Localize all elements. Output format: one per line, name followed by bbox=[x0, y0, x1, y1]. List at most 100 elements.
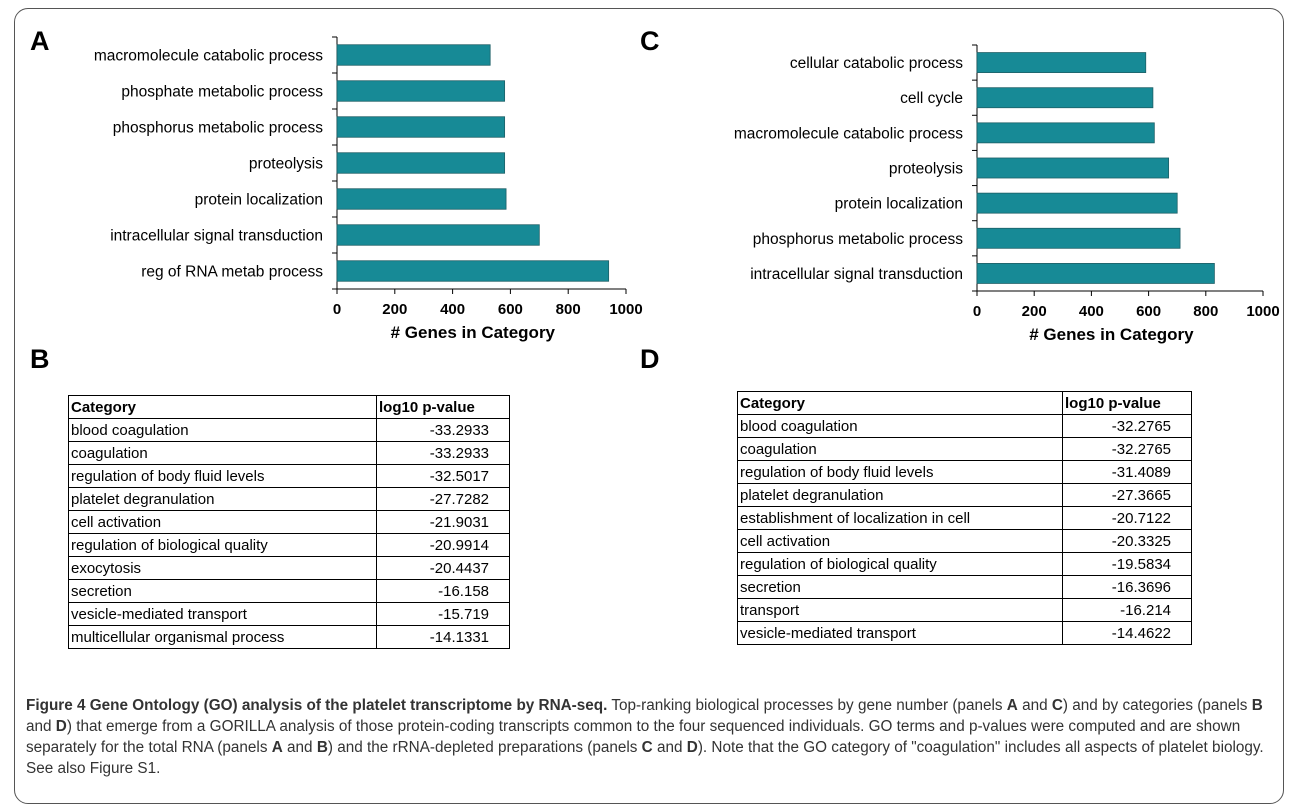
bar bbox=[976, 227, 1181, 249]
y-tick-label: proteolysis bbox=[249, 156, 323, 173]
bar bbox=[976, 122, 1155, 144]
caption-text: and bbox=[652, 739, 687, 756]
caption-text: ) that emerge from a GORILLA analysis of… bbox=[26, 718, 1241, 756]
x-tick-label: 600 bbox=[1136, 303, 1161, 320]
table-row: establishment of localization in cell -20… bbox=[737, 506, 1192, 530]
caption-text: and bbox=[282, 739, 317, 756]
caption-panel-ref: C bbox=[641, 739, 653, 756]
table-cell-category: regulation of body fluid levels bbox=[68, 464, 377, 488]
bar bbox=[336, 188, 507, 210]
y-tick-label: macromolecule catabolic process bbox=[94, 48, 323, 65]
bar bbox=[336, 260, 610, 282]
panel-label-b: B bbox=[30, 344, 50, 374]
table-cell-pvalue: -16.214 bbox=[1062, 598, 1192, 622]
y-tick-label: phosphorus metabolic process bbox=[113, 120, 323, 137]
x-tick-label: 1000 bbox=[609, 301, 642, 318]
table-row: coagulation -33.2933 bbox=[68, 441, 510, 465]
x-tick-label: 800 bbox=[1193, 303, 1218, 320]
table-cell-pvalue: -20.9914 bbox=[376, 533, 510, 557]
caption-title: Figure 4 Gene Ontology (GO) analysis of … bbox=[26, 697, 608, 714]
table-header-pvalue: log10 p-value bbox=[1062, 391, 1192, 415]
table-cell-pvalue: -27.7282 bbox=[376, 487, 510, 511]
table-cell-pvalue: -16.3696 bbox=[1062, 575, 1192, 599]
y-tick-label: protein localization bbox=[835, 196, 963, 213]
caption-text: and bbox=[26, 718, 56, 735]
table-cell-pvalue: -16.158 bbox=[376, 579, 510, 603]
table-row: blood coagulation -33.2933 bbox=[68, 418, 510, 442]
caption-text: ) and by categories (panels bbox=[1062, 697, 1252, 714]
table-cell-pvalue: -20.7122 bbox=[1062, 506, 1192, 530]
y-tick-label: macromolecule catabolic process bbox=[734, 125, 963, 142]
bar bbox=[976, 52, 1147, 73]
table-row: transport -16.214 bbox=[737, 598, 1192, 622]
x-tick-label: 0 bbox=[333, 301, 341, 318]
x-tick-label: 200 bbox=[1022, 303, 1047, 320]
panel-label-d: D bbox=[640, 344, 660, 374]
table-cell-pvalue: -32.2765 bbox=[1062, 414, 1192, 438]
table-cell-pvalue: -14.1331 bbox=[376, 625, 510, 649]
table-cell-pvalue: -27.3665 bbox=[1062, 483, 1192, 507]
table-cell-pvalue: -33.2933 bbox=[376, 441, 510, 465]
table-cell-pvalue: -15.719 bbox=[376, 602, 510, 626]
panel-label-c: C bbox=[640, 26, 660, 56]
table-header-row: Category log10 p-value bbox=[737, 391, 1192, 415]
table-cell-pvalue: -32.5017 bbox=[376, 464, 510, 488]
go-table-b: Category log10 p-value blood coagulation… bbox=[68, 395, 510, 649]
y-tick-label: protein localization bbox=[195, 192, 323, 209]
y-tick-label: proteolysis bbox=[889, 161, 963, 178]
table-cell-category: regulation of biological quality bbox=[737, 552, 1063, 576]
table-cell-category: secretion bbox=[737, 575, 1063, 599]
bar bbox=[336, 152, 506, 174]
bar bbox=[976, 192, 1178, 214]
table-cell-pvalue: -32.2765 bbox=[1062, 437, 1192, 461]
x-tick-label: 1000 bbox=[1246, 303, 1279, 320]
table-cell-category: establishment of localization in cell bbox=[737, 506, 1063, 530]
x-tick-label: 400 bbox=[1079, 303, 1104, 320]
bar bbox=[336, 224, 540, 246]
table-cell-category: multicellular organismal process bbox=[68, 625, 377, 649]
y-tick-label: cell cycle bbox=[900, 90, 963, 107]
table-row: secretion -16.3696 bbox=[737, 575, 1192, 599]
table-cell-category: regulation of body fluid levels bbox=[737, 460, 1063, 484]
y-tick-label: intracellular signal transduction bbox=[110, 228, 323, 245]
table-row: regulation of biological quality -20.9914 bbox=[68, 533, 510, 557]
caption-text: ) and the rRNA-depleted preparations (pa… bbox=[327, 739, 642, 756]
caption-text: ). Note that the GO category of "coagula… bbox=[26, 739, 1264, 777]
bar bbox=[976, 157, 1170, 179]
table-cell-category: blood coagulation bbox=[737, 414, 1063, 438]
table-row: coagulation -32.2765 bbox=[737, 437, 1192, 461]
table-row: platelet degranulation -27.3665 bbox=[737, 483, 1192, 507]
table-cell-category: blood coagulation bbox=[68, 418, 377, 442]
table-row: secretion -16.158 bbox=[68, 579, 510, 603]
table-header-row: Category log10 p-value bbox=[68, 395, 510, 419]
table-cell-category: coagulation bbox=[737, 437, 1063, 461]
y-tick-label: phosphorus metabolic process bbox=[753, 231, 963, 248]
table-cell-pvalue: -19.5834 bbox=[1062, 552, 1192, 576]
caption-panel-ref: D bbox=[686, 739, 698, 756]
table-cell-category: regulation of biological quality bbox=[68, 533, 377, 557]
bar bbox=[336, 44, 491, 66]
table-row: cell activation -20.3325 bbox=[737, 529, 1192, 553]
table-row: vesicle-mediated transport -14.4622 bbox=[737, 621, 1192, 645]
table-cell-category: coagulation bbox=[68, 441, 377, 465]
table-cell-pvalue: -21.9031 bbox=[376, 510, 510, 534]
table-row: regulation of body fluid levels -32.5017 bbox=[68, 464, 510, 488]
table-header-category: Category bbox=[68, 395, 377, 419]
x-tick-label: 600 bbox=[498, 301, 523, 318]
figure-caption: Figure 4 Gene Ontology (GO) analysis of … bbox=[26, 695, 1276, 779]
y-tick-label: phosphate metabolic process bbox=[121, 84, 323, 101]
table-row: multicellular organismal process -14.1331 bbox=[68, 625, 510, 649]
figure-frame bbox=[14, 8, 1284, 804]
table-cell-category: vesicle-mediated transport bbox=[68, 602, 377, 626]
table-header-pvalue: log10 p-value bbox=[376, 395, 510, 419]
bar bbox=[336, 80, 506, 102]
caption-panel-ref: A bbox=[1006, 697, 1018, 714]
table-cell-category: vesicle-mediated transport bbox=[737, 621, 1063, 645]
table-cell-category: platelet degranulation bbox=[737, 483, 1063, 507]
bar bbox=[336, 116, 506, 138]
caption-panel-ref: C bbox=[1051, 697, 1063, 714]
caption-text: Top-ranking biological processes by gene… bbox=[607, 697, 1007, 714]
y-tick-label: intracellular signal transduction bbox=[750, 266, 963, 283]
